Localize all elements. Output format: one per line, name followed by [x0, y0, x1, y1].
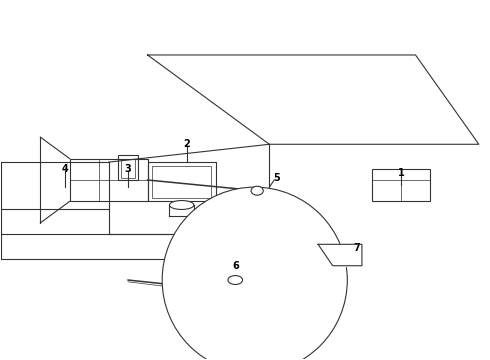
- Polygon shape: [147, 55, 479, 144]
- Text: 7: 7: [354, 243, 361, 253]
- Bar: [147, 162, 216, 202]
- Bar: [70, 158, 147, 202]
- Bar: [118, 155, 138, 180]
- Bar: [172, 280, 192, 289]
- Ellipse shape: [170, 201, 194, 210]
- Ellipse shape: [162, 187, 347, 360]
- Text: 6: 6: [232, 261, 239, 271]
- Text: 4: 4: [61, 164, 68, 174]
- Text: 1: 1: [397, 168, 404, 178]
- Ellipse shape: [251, 186, 263, 195]
- Bar: [152, 166, 211, 198]
- Text: 5: 5: [273, 173, 280, 183]
- Bar: [121, 158, 135, 178]
- Polygon shape: [318, 244, 362, 266]
- Text: 2: 2: [183, 139, 190, 149]
- Text: 3: 3: [124, 164, 131, 174]
- Bar: [372, 169, 430, 202]
- Ellipse shape: [228, 275, 243, 284]
